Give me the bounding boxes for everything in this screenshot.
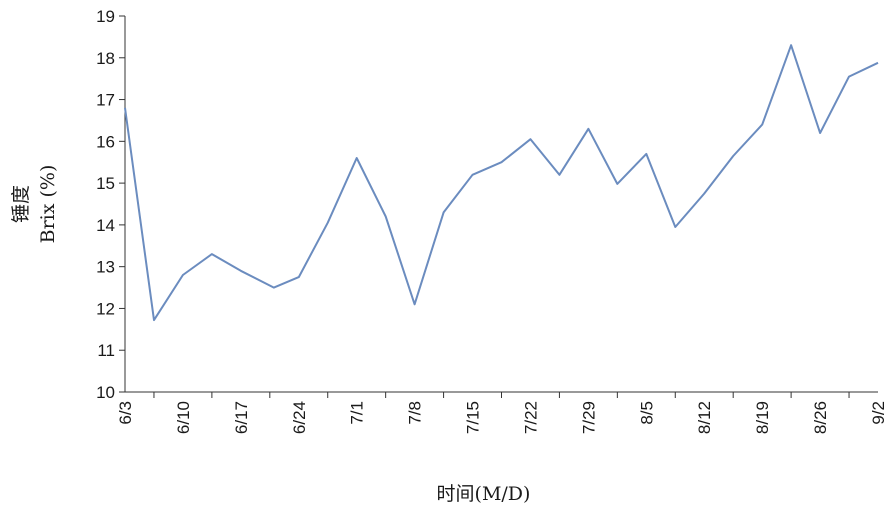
x-tick-label: 7/1 [348, 401, 367, 425]
y-tick-label: 13 [96, 258, 115, 277]
series-line-0 [124, 44, 879, 322]
y-tick-label: 10 [96, 383, 115, 402]
x-tick-label: 7/15 [464, 401, 483, 434]
y-tick-label: 17 [96, 91, 115, 110]
x-tick-label: 8/19 [753, 401, 772, 434]
x-tick-label: 6/3 [116, 401, 135, 425]
y-tick-label: 18 [96, 49, 115, 68]
y-axis-ticks: 10 11 12 13 14 15 16 17 18 19 [96, 7, 125, 402]
x-axis-title: 时间(M/D) [437, 483, 531, 505]
x-tick-label: 9/2 [869, 401, 886, 425]
x-tick-label: 8/12 [695, 401, 714, 434]
y-tick-label: 12 [96, 299, 115, 318]
y-axis-title-line-2: Brix (%) [37, 165, 59, 244]
y-tick-label: 11 [97, 341, 115, 360]
y-tick-label: 15 [96, 174, 115, 193]
y-tick-label: 19 [96, 7, 115, 26]
x-tick-label: 6/17 [232, 401, 251, 434]
x-tick-label: 6/24 [290, 401, 309, 434]
y-tick-label: 14 [96, 216, 115, 235]
x-tick-label: 7/22 [521, 401, 540, 434]
x-axis-ticks: 6/3 6/10 6/17 6/24 7/1 7/8 7/15 7/22 7/29 8/5 8/12… [116, 392, 886, 434]
x-tick-label: 7/8 [406, 401, 425, 425]
x-tick-label: 8/5 [637, 401, 656, 425]
series-layer [124, 44, 879, 322]
x-tick-label: 8/26 [811, 401, 830, 434]
x-tick-label: 6/10 [174, 401, 193, 434]
y-axis-title-line-1: 锤度 [10, 185, 32, 223]
y-tick-label: 16 [96, 132, 115, 151]
x-tick-label: 7/29 [579, 401, 598, 434]
